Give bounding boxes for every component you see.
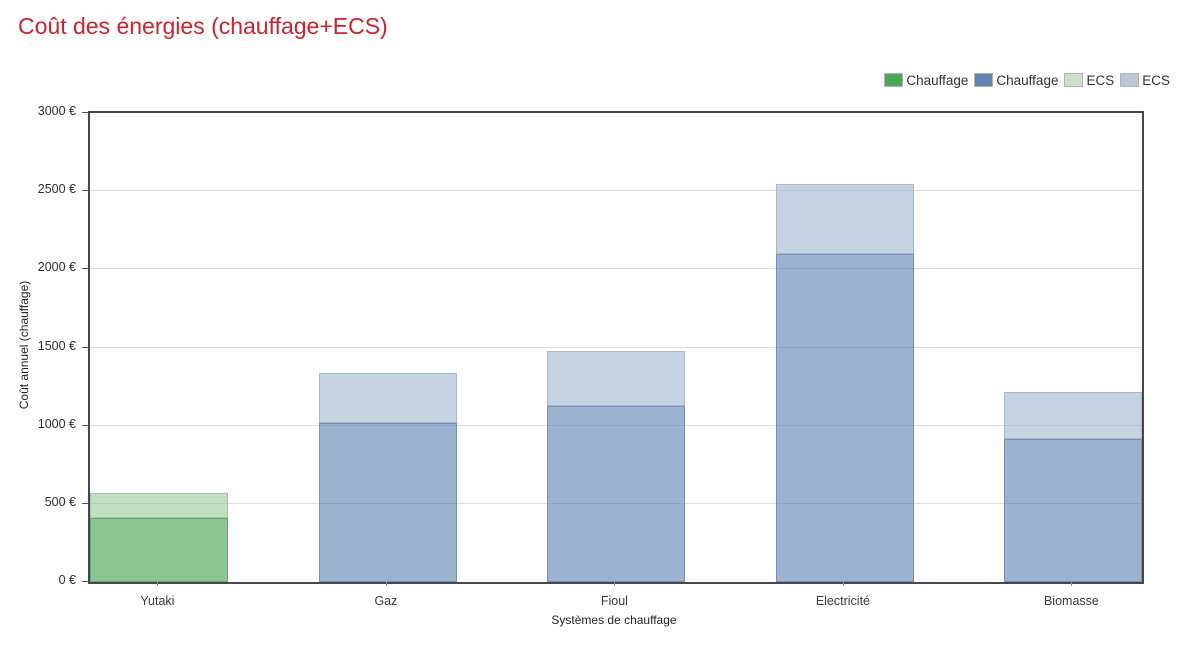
bar-segment-ecs-biomasse[interactable] [1004, 392, 1143, 439]
bar-segment-chauffage-fioul[interactable] [547, 406, 686, 582]
bar-segment-ecs-gaz[interactable] [318, 372, 457, 424]
legend-item-label: ECS [1142, 72, 1170, 88]
bar-segment-ecs-fioul[interactable] [547, 350, 686, 407]
y-tick-label-1000: 1000 € [37, 416, 76, 431]
legend-item-chauffage-1[interactable]: Chauffage [974, 73, 1058, 88]
legend-item-label: Chauffage [996, 72, 1059, 88]
legend-swatch-icon [1064, 73, 1084, 87]
gridline-1500 [90, 346, 1142, 348]
legend-item-label: ECS [1086, 72, 1115, 88]
x-tick-mark [614, 582, 616, 586]
y-tick-mark [82, 424, 88, 426]
x-tick-mark [157, 582, 159, 586]
legend-item-label: Chauffage [906, 72, 969, 88]
page-title: Coût des énergies (chauffage+ECS) [18, 13, 388, 39]
y-tick-mark [82, 581, 88, 582]
x-tick-mark [842, 582, 844, 586]
plot-area [82, 111, 1144, 584]
y-tick-label-500: 500 € [44, 494, 76, 509]
x-ticks [88, 582, 1140, 587]
bar-gaz [318, 113, 457, 582]
x-category-label-yutaki: Yutaki [140, 594, 175, 608]
legend-item-ecs-2[interactable]: ECS [1064, 73, 1114, 88]
y-axis-title: Coût annuel (chauffage) [17, 280, 31, 410]
x-category-label-gaz: Gaz [374, 594, 398, 608]
bar-segment-ecs-electricite[interactable] [775, 184, 914, 254]
bar-segment-ecs-yutaki[interactable] [90, 492, 229, 518]
gridline-2000 [90, 268, 1142, 270]
y-tick-label-2000: 2000 € [37, 260, 76, 275]
x-category-label-fioul: Fioul [600, 594, 628, 608]
x-tick-mark [385, 582, 387, 586]
x-tick-mark [1071, 582, 1073, 586]
bar-biomasse [1004, 113, 1143, 582]
x-category-labels: Yutaki Gaz Fioul Electricité Biomasse [88, 594, 1140, 612]
x-category-label-electricite: Electricité [815, 594, 870, 608]
y-tick-mark [82, 346, 88, 348]
bar-segment-chauffage-biomasse[interactable] [1004, 438, 1143, 582]
legend-swatch-icon [884, 73, 904, 87]
legend-item-chauffage-0[interactable]: Chauffage [884, 73, 968, 88]
y-tick-label-1500: 1500 € [37, 338, 76, 353]
bar-electricite [775, 113, 914, 582]
bar-segment-chauffage-yutaki[interactable] [90, 517, 229, 582]
bar-segment-chauffage-electricite[interactable] [775, 253, 914, 582]
legend: Chauffage Chauffage ECS ECS [878, 71, 1170, 89]
y-tick-labels: 0 € 500 € 1000 € 1500 € 2000 € 2500 € 3000 € [0, 104, 82, 587]
y-tick-label-0: 0 € [58, 573, 76, 587]
x-category-label-biomasse: Biomasse [1043, 594, 1099, 608]
legend-swatch-icon [1120, 73, 1140, 87]
bar-yutaki [90, 113, 229, 582]
legend-item-ecs-3[interactable]: ECS [1120, 73, 1170, 88]
gridline-2500 [90, 190, 1142, 192]
y-tick-mark [82, 502, 88, 504]
x-axis-title: Systèmes de chauffage [551, 613, 677, 627]
y-tick-mark [82, 190, 88, 192]
y-tick-mark [82, 112, 88, 113]
y-tick-mark [82, 268, 88, 270]
y-tick-label-2500: 2500 € [37, 182, 76, 197]
y-tick-label-3000: 3000 € [37, 104, 76, 118]
bar-fioul [547, 113, 686, 582]
bar-segment-chauffage-gaz[interactable] [318, 423, 457, 582]
legend-swatch-icon [974, 73, 994, 87]
